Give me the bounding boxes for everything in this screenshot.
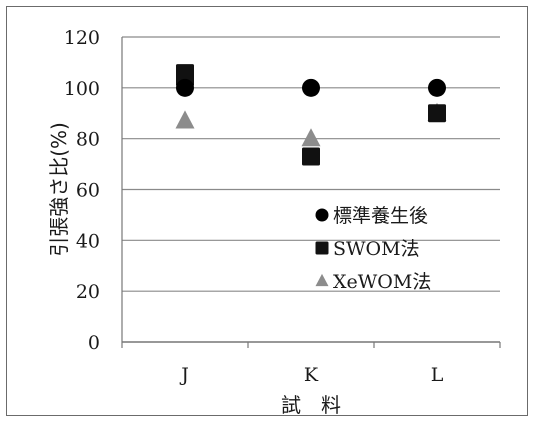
legend-marker-circle xyxy=(315,208,329,222)
marks-layer xyxy=(175,64,447,166)
legend-label: SWOM法 xyxy=(333,238,420,260)
legend-label: 標準養生後 xyxy=(333,205,428,227)
legend-marker-square xyxy=(315,241,329,255)
y-axis-title: 引張強さ比(%) xyxy=(47,122,71,257)
y-tick-label: 120 xyxy=(64,27,100,49)
data-point-circle xyxy=(302,78,320,97)
y-tick-label: 40 xyxy=(76,230,100,252)
y-tick-label: 60 xyxy=(76,180,100,202)
data-point-square xyxy=(302,147,320,166)
x-tick-label: K xyxy=(304,364,319,386)
x-axis-title: 試 料 xyxy=(281,393,341,417)
legend-marker-triangle xyxy=(315,273,329,287)
y-tick-label: 0 xyxy=(88,332,100,354)
legend-label: XeWOM法 xyxy=(333,271,431,293)
data-point-triangle xyxy=(301,128,321,147)
data-point-triangle xyxy=(175,110,195,129)
y-tick-label: 100 xyxy=(64,78,100,100)
y-tick-label: 80 xyxy=(76,129,100,151)
y-tick-label: 20 xyxy=(76,281,100,303)
data-point-circle xyxy=(428,78,446,97)
data-point-square xyxy=(428,104,446,123)
chart-frame xyxy=(6,6,528,416)
x-tick-label: J xyxy=(179,364,189,386)
legend: 標準養生後 SWOM法 XeWOM法 xyxy=(315,205,431,293)
axis-layer: 0 20 40 60 80 100 120 J K L xyxy=(64,27,501,386)
x-tick-label: L xyxy=(431,364,444,386)
data-point-circle xyxy=(176,78,194,97)
